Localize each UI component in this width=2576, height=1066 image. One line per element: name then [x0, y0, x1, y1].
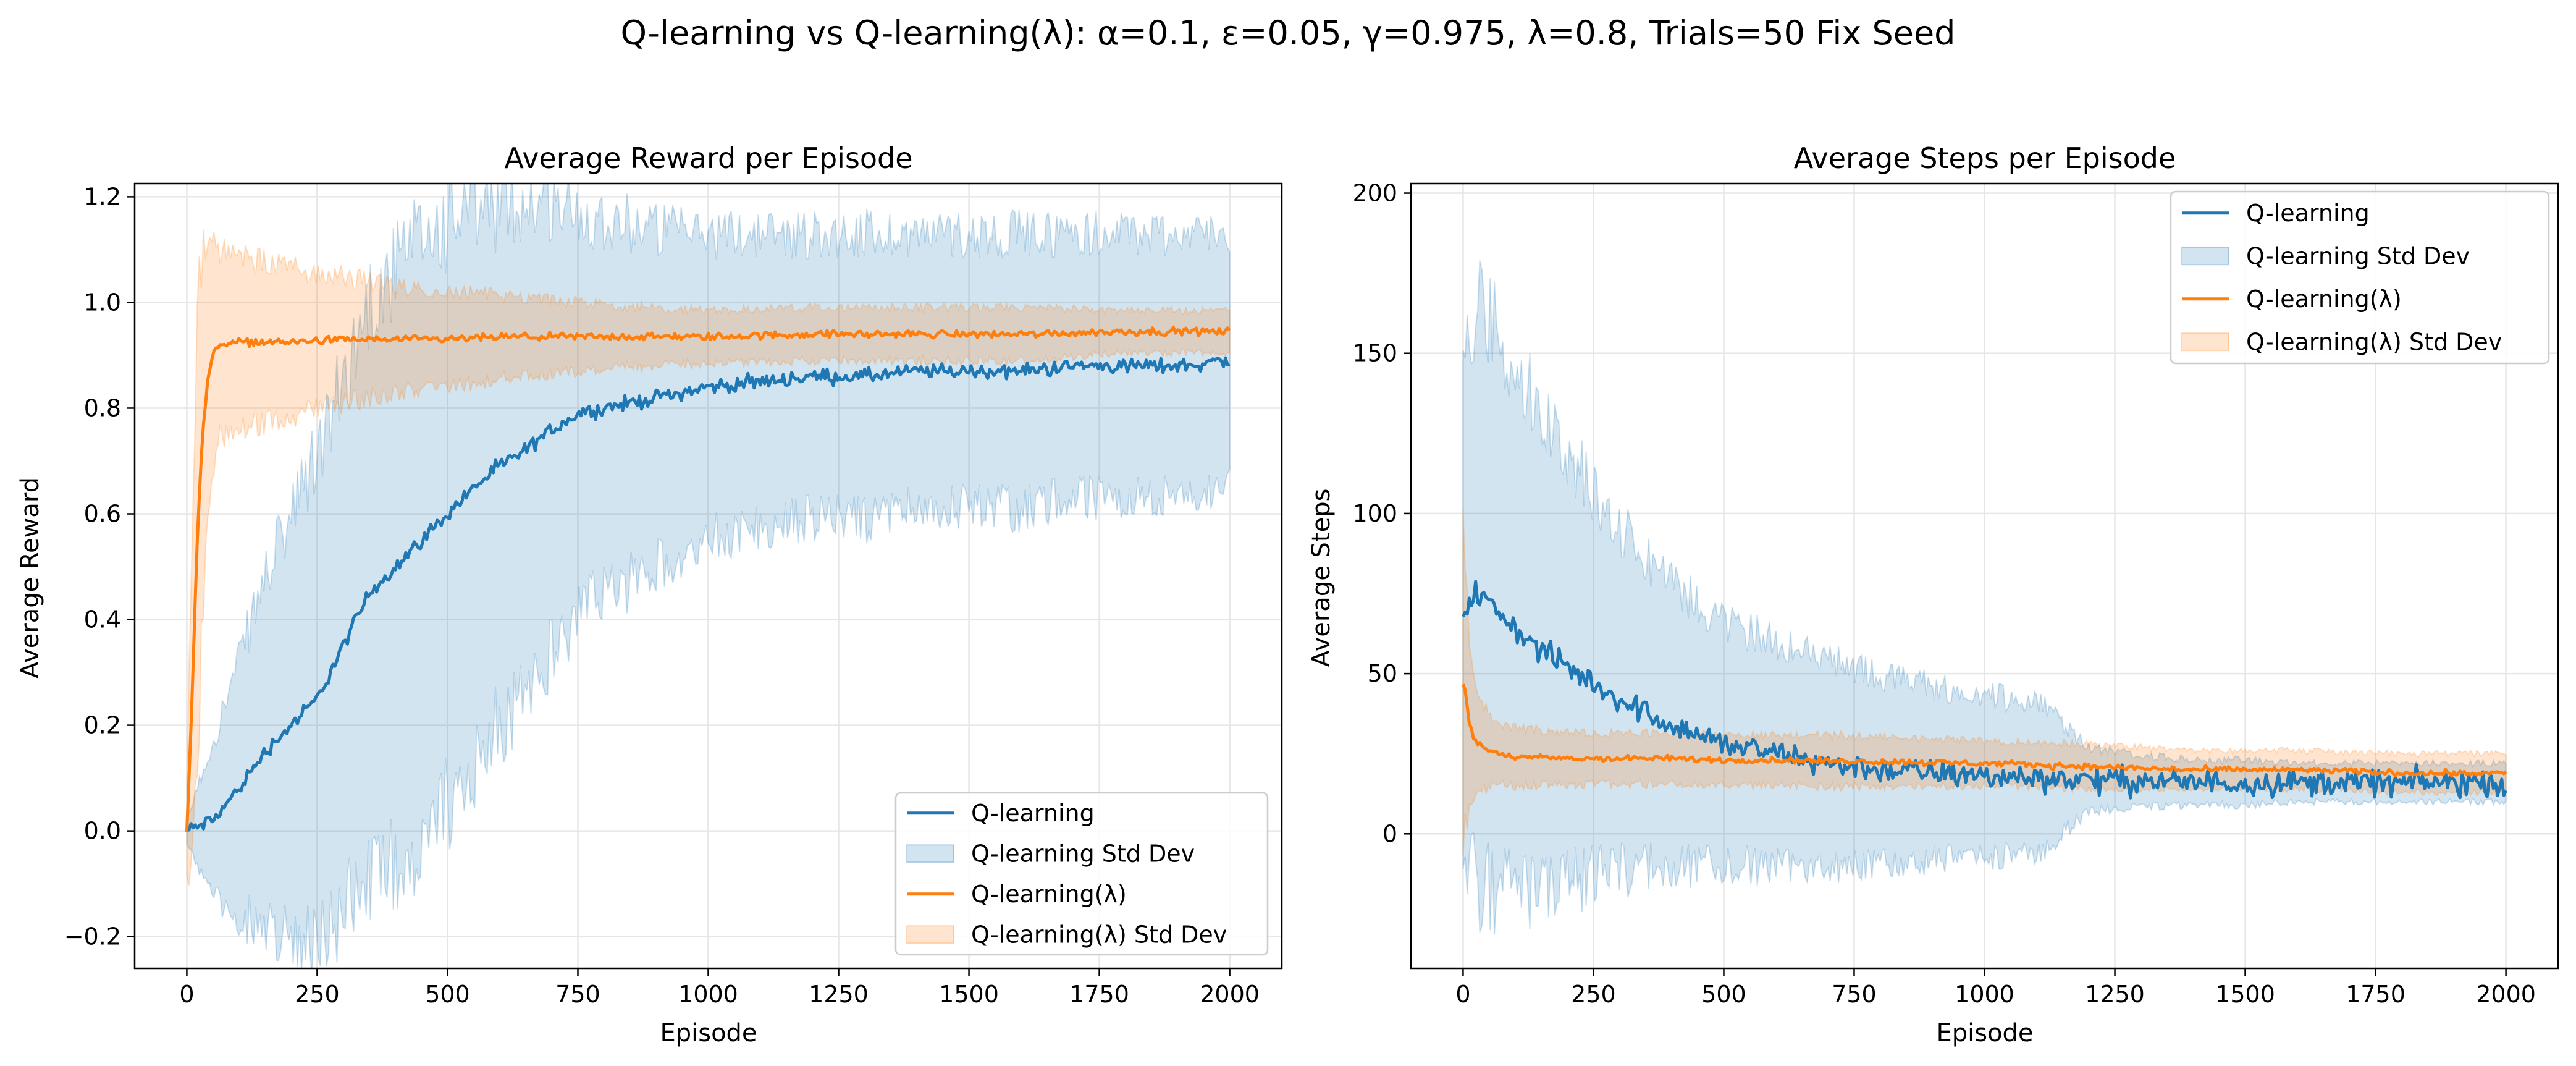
steps-chart-title: Average Steps per Episode [1794, 142, 2176, 175]
reward-chart-ytick-label: 1.2 [84, 183, 121, 210]
reward-chart-legend-box [894, 792, 1269, 956]
reward-chart-xtick-label: 500 [425, 981, 470, 1008]
steps-chart-xtick-label: 500 [1701, 981, 1746, 1008]
reward-chart-band-q-learning [186, 184, 1231, 968]
figure-suptitle: Q-learning vs Q-learning(λ): α=0.1, ε=0.… [621, 14, 1956, 53]
reward-chart-ticks: 0 250 500 750 1000 1250 1500 1750 2000 −0.2 0.0 0.2… [64, 183, 1260, 1008]
reward-chart-band-q-learning-lambda [186, 229, 1231, 886]
steps-chart-ytick-label: 200 [1352, 180, 1397, 207]
steps-chart-legend-label: Q-learning(λ) [2246, 286, 2402, 313]
steps-chart-xtick-label: 1500 [2215, 981, 2275, 1008]
reward-chart-ylabel: Average Reward [16, 477, 44, 679]
reward-chart-xtick-label: 1000 [678, 981, 738, 1008]
steps-chart-band-q-learning [1462, 260, 2507, 935]
reward-chart-xtick-label: 2000 [1200, 981, 1260, 1008]
reward-chart-legend-label: Q-learning(λ) Std Dev [971, 921, 1227, 948]
steps-chart-legend-swatch [2181, 332, 2229, 352]
reward-chart-ytick-label: 0.2 [84, 712, 121, 739]
steps-chart-legend-label: Q-learning(λ) Std Dev [2246, 328, 2502, 355]
reward-chart: Average Reward per Episode Episode Avera… [16, 142, 1283, 1047]
steps-chart-ytick-label: 100 [1352, 500, 1397, 527]
steps-chart-ylabel: Average Steps [1307, 489, 1336, 667]
reward-chart-ytick-label: 1.0 [84, 289, 121, 316]
reward-chart-legend-label: Q-learning [971, 800, 1095, 827]
steps-chart-xtick-label: 2000 [2476, 981, 2536, 1008]
reward-chart-ytick-label: 0.8 [84, 394, 121, 421]
steps-chart-legend-label: Q-learning [2246, 200, 2370, 227]
reward-chart-legend-label: Q-learning(λ) [971, 881, 1127, 908]
steps-chart-plot-area: 0 250 500 750 1000 1250 1500 1750 2000 0 50 100 150 2… [1352, 180, 2559, 1008]
reward-chart-xlabel: Episode [660, 1019, 757, 1047]
steps-chart-xtick-label: 750 [1832, 981, 1877, 1008]
reward-chart-title: Average Reward per Episode [504, 142, 912, 175]
reward-chart-ytick-label: 0.0 [84, 818, 121, 845]
steps-chart-xtick-label: 1750 [2346, 981, 2406, 1008]
steps-chart-legend: Q-learning Q-learning Std Dev Q-learning(λ… [2170, 190, 2550, 365]
steps-chart-legend-label: Q-learning Std Dev [2246, 242, 2470, 269]
reward-chart-xtick-label: 1750 [1069, 981, 1129, 1008]
reward-chart-xtick-label: 1500 [939, 981, 999, 1008]
reward-chart-xtick-label: 1250 [809, 981, 869, 1008]
steps-chart-ytick-label: 50 [1368, 660, 1397, 687]
reward-chart-xtick-label: 750 [555, 981, 600, 1008]
steps-chart-xtick-label: 1000 [1955, 981, 2014, 1008]
steps-chart-xtick-label: 1250 [2085, 981, 2145, 1008]
reward-chart-line-q-learning-lambda [185, 325, 1231, 832]
steps-chart-xlabel: Episode [1936, 1019, 2033, 1047]
steps-chart-ytick-label: 150 [1352, 340, 1397, 367]
steps-chart-legend-swatch [2181, 247, 2229, 266]
steps-chart-legend-box [2170, 190, 2550, 365]
steps-chart-ytick-label: 0 [1383, 820, 1397, 847]
steps-chart-line-q-learning-lambda [1462, 683, 2507, 778]
reward-chart-legend: Q-learning Q-learning Std Dev Q-learning(λ… [894, 792, 1269, 956]
reward-chart-xtick-label: 250 [295, 981, 340, 1008]
reward-chart-xtick-label: 0 [179, 981, 194, 1008]
steps-chart-line-q-learning [1462, 580, 2507, 800]
steps-chart-xtick-label: 250 [1571, 981, 1616, 1008]
reward-chart-legend-swatch [906, 925, 954, 944]
reward-chart-ytick-label: −0.2 [64, 923, 121, 950]
reward-chart-legend-label: Q-learning Std Dev [971, 840, 1195, 867]
steps-chart-ticks: 0 250 500 750 1000 1250 1500 1750 2000 0 50 100 150 2… [1352, 180, 2535, 1008]
reward-chart-legend-swatch [906, 844, 954, 863]
reward-chart-ytick-label: 0.4 [84, 606, 121, 633]
steps-chart-xtick-label: 0 [1455, 981, 1470, 1008]
reward-chart-ytick-label: 0.6 [84, 501, 121, 528]
reward-chart-line-q-learning [186, 356, 1231, 832]
steps-chart: Average Steps per Episode Episode Averag… [1307, 142, 2559, 1047]
